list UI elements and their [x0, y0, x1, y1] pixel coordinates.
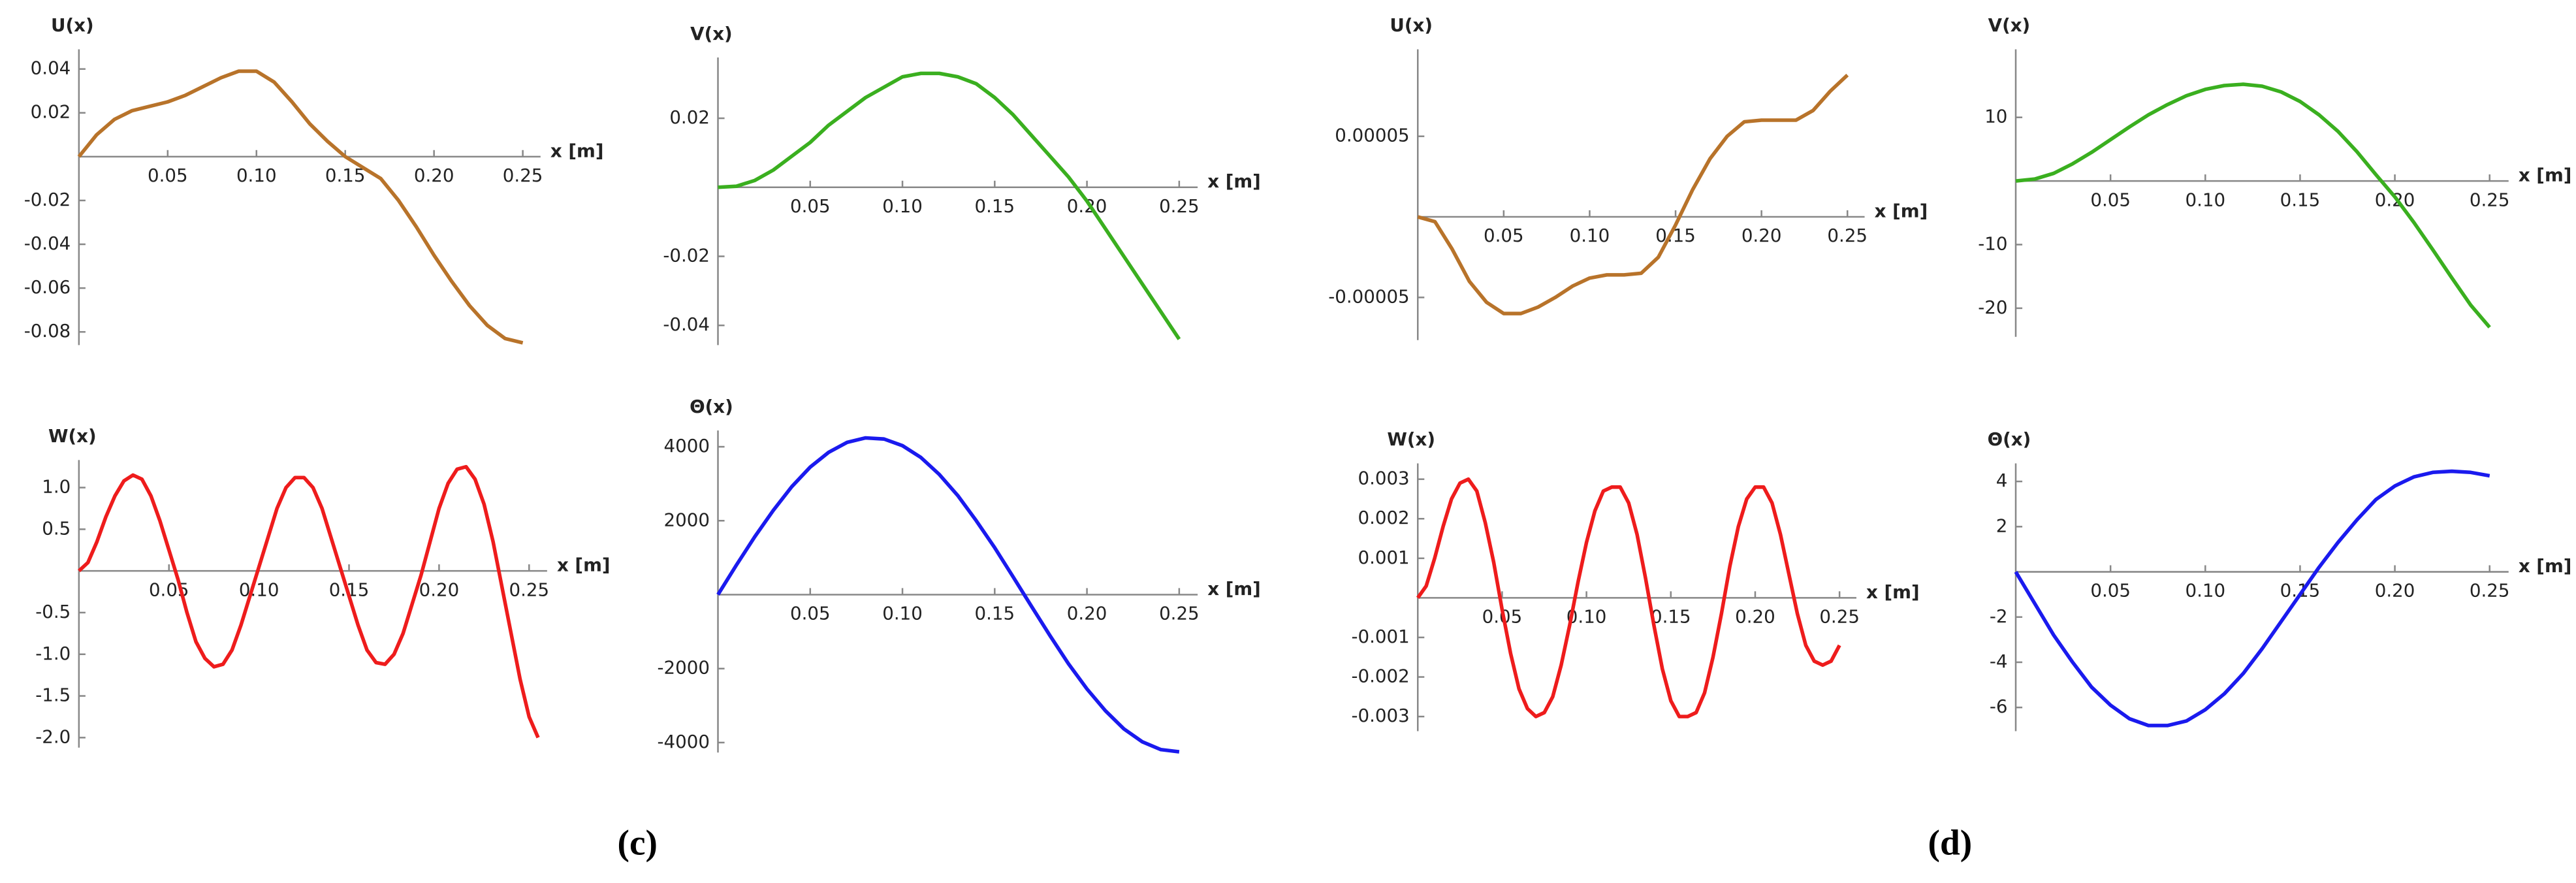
- y-tick-label: -0.04: [663, 313, 710, 335]
- y-tick-label: -0.00005: [1328, 285, 1409, 307]
- x-tick-label: 0.10: [2185, 580, 2225, 602]
- y-tick-label: 4: [1996, 470, 2008, 491]
- y-tick-label: -2000: [658, 657, 710, 679]
- x-tick-label: 0.15: [2280, 580, 2321, 602]
- y-tick-label: 0.5: [42, 517, 71, 539]
- x-tick-label: 0.25: [1159, 603, 1200, 624]
- x-axis-title: x [m]: [2519, 555, 2572, 577]
- y-tick-label: 0.002: [1358, 507, 1409, 528]
- curve: [1416, 477, 1841, 718]
- y-tick-label: -2: [1990, 605, 2008, 627]
- x-tick-label: 0.25: [2470, 189, 2510, 210]
- x-tick-label: 0.25: [2470, 580, 2510, 602]
- x-tick-label: 0.10: [2185, 189, 2225, 210]
- x-tick-label: 0.05: [790, 195, 831, 217]
- curve: [718, 71, 1181, 340]
- x-tick-label: 0.20: [1067, 603, 1107, 624]
- x-tick-label: 0.25: [1819, 606, 1860, 628]
- x-tick-label: 0.20: [419, 579, 460, 600]
- y-axis-title: W(x): [48, 425, 97, 447]
- x-tick-label: 0.05: [148, 165, 188, 186]
- panel-label: (c): [618, 822, 658, 862]
- y-tick-label: -0.06: [24, 276, 71, 298]
- x-tick-label: 0.25: [509, 579, 549, 600]
- y-tick-label: 0.02: [31, 101, 71, 123]
- x-tick-label: 0.10: [882, 603, 923, 624]
- y-tick-label: 10: [1984, 106, 2007, 127]
- y-tick-label: -0.001: [1352, 626, 1410, 647]
- x-axis-title: x [m]: [1207, 170, 1261, 192]
- x-tick-label: 0.20: [414, 165, 454, 186]
- x-tick-label: 0.20: [1741, 225, 1782, 246]
- x-tick-label: 0.05: [2090, 580, 2131, 602]
- y-tick-label: 4000: [664, 435, 710, 457]
- curve: [716, 436, 1180, 754]
- y-axis-title: V(x): [690, 23, 733, 44]
- y-tick-label: 0.04: [31, 57, 71, 79]
- x-tick-label: 0.10: [1570, 225, 1610, 246]
- x-tick-label: 0.25: [1159, 195, 1200, 217]
- y-axis-title: W(x): [1387, 428, 1435, 450]
- x-tick-label: 0.15: [325, 165, 366, 186]
- x-axis-title: x [m]: [1875, 200, 1928, 221]
- x-axis-title: x [m]: [557, 554, 611, 576]
- y-tick-label: 1.0: [42, 476, 71, 498]
- x-tick-label: 0.20: [1735, 606, 1775, 628]
- x-tick-label: 0.25: [1827, 225, 1868, 246]
- x-tick-label: 0.05: [1484, 225, 1524, 246]
- y-axis-title: Θ(x): [1988, 428, 2031, 450]
- x-tick-label: 0.20: [2375, 580, 2415, 602]
- y-tick-label: -0.04: [24, 233, 71, 254]
- y-tick-label: 0.00005: [1335, 125, 1409, 146]
- y-tick-label: 0.003: [1358, 468, 1409, 489]
- x-axis-title: x [m]: [1866, 581, 1920, 603]
- y-tick-label: -2.0: [35, 726, 71, 747]
- x-tick-label: 0.05: [790, 603, 831, 624]
- y-axis-title: U(x): [51, 14, 94, 36]
- y-tick-label: -20: [1978, 297, 2007, 318]
- y-tick-label: 2: [1996, 515, 2008, 536]
- y-tick-label: -0.02: [663, 244, 710, 266]
- y-tick-label: 0.001: [1358, 547, 1409, 568]
- y-axis-title: V(x): [1988, 14, 2031, 36]
- y-tick-label: -0.02: [24, 189, 71, 210]
- curve: [2015, 82, 2491, 329]
- y-tick-label: -0.002: [1352, 666, 1410, 687]
- x-tick-label: 0.15: [1651, 606, 1691, 628]
- y-tick-label: 0.02: [669, 106, 710, 128]
- y-tick-label: -0.08: [24, 320, 71, 342]
- y-axis-title: Θ(x): [690, 396, 733, 417]
- x-tick-label: 0.10: [236, 165, 277, 186]
- y-tick-label: -4000: [658, 731, 710, 752]
- y-tick-label: -1.0: [35, 643, 71, 664]
- y-axis-title: U(x): [1390, 14, 1433, 36]
- x-axis-title: x [m]: [550, 140, 604, 161]
- x-tick-label: 0.15: [975, 195, 1015, 217]
- x-tick-label: 0.15: [2280, 189, 2321, 210]
- x-tick-label: 0.10: [239, 579, 279, 600]
- y-tick-label: -1.5: [35, 684, 71, 706]
- curve: [1417, 73, 1849, 315]
- panel-label: (d): [1928, 822, 1973, 862]
- y-tick-label: -6: [1990, 696, 2008, 717]
- y-tick-label: 2000: [664, 509, 710, 530]
- x-tick-label: 0.15: [975, 603, 1015, 624]
- x-axis-title: x [m]: [1207, 578, 1261, 600]
- y-tick-label: -0.5: [35, 601, 71, 622]
- y-tick-label: -4: [1990, 650, 2008, 672]
- curve: [77, 69, 524, 345]
- y-tick-label: -0.003: [1352, 705, 1410, 726]
- curve: [2014, 469, 2490, 728]
- y-tick-label: -10: [1978, 233, 2007, 255]
- curve: [77, 464, 540, 739]
- x-tick-label: 0.25: [503, 165, 543, 186]
- x-tick-label: 0.10: [882, 195, 923, 217]
- x-tick-label: 0.05: [2090, 189, 2131, 210]
- x-axis-title: x [m]: [2519, 165, 2572, 186]
